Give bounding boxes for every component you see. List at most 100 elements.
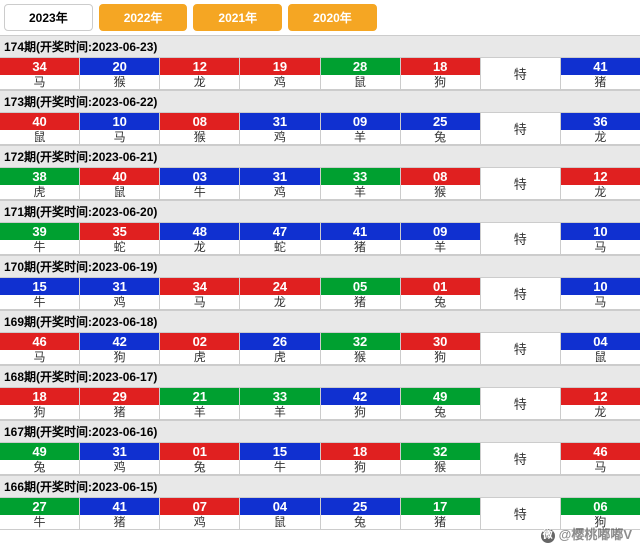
ball-number: 02 (160, 333, 239, 350)
ball-zodiac: 兔 (0, 460, 79, 474)
ball-cell: 35蛇 (80, 223, 160, 254)
ball-cell: 09羊 (321, 113, 401, 144)
period-block: 169期(开奖时间:2023-06-18)46马42狗02虎26虎32猴30狗特… (0, 310, 640, 365)
ball-cell: 01兔 (401, 278, 481, 309)
ball-zodiac: 猴 (401, 185, 480, 199)
ball-number: 12 (160, 58, 239, 75)
ball-number: 26 (240, 333, 319, 350)
ball-number: 49 (0, 443, 79, 460)
period-block: 167期(开奖时间:2023-06-16)49兔31鸡01兔15牛18狗32猴特… (0, 420, 640, 475)
year-tabs: 2023年2022年2021年2020年 (0, 0, 640, 35)
ball-number: 31 (80, 443, 159, 460)
period-header: 168期(开奖时间:2023-06-17) (0, 366, 640, 388)
special-label-cell: 特 (481, 388, 561, 419)
ball-number: 15 (0, 278, 79, 295)
special-number: 12 (561, 388, 640, 405)
ball-number: 33 (240, 388, 319, 405)
ball-zodiac: 猪 (321, 240, 400, 254)
special-ball-cell: 04鼠 (561, 333, 640, 364)
ball-zodiac: 鸡 (80, 460, 159, 474)
ball-zodiac: 鼠 (240, 515, 319, 529)
year-tab-2[interactable]: 2021年 (193, 4, 282, 31)
number-row: 46马42狗02虎26虎32猴30狗特04鼠 (0, 333, 640, 365)
ball-zodiac: 马 (160, 295, 239, 309)
results-table: 174期(开奖时间:2023-06-23)34马20猴12龙19鸡28鼠18狗特… (0, 35, 640, 530)
ball-number: 21 (160, 388, 239, 405)
year-tab-3[interactable]: 2020年 (288, 4, 377, 31)
special-label-cell: 特 (481, 223, 561, 254)
ball-number: 18 (321, 443, 400, 460)
ball-cell: 49兔 (401, 388, 481, 419)
ball-cell: 17猪 (401, 498, 481, 529)
ball-number: 28 (321, 58, 400, 75)
ball-number: 20 (80, 58, 159, 75)
ball-zodiac: 鸡 (160, 515, 239, 529)
ball-zodiac: 鼠 (0, 130, 79, 144)
ball-number: 09 (321, 113, 400, 130)
ball-cell: 12龙 (160, 58, 240, 89)
ball-number: 47 (240, 223, 319, 240)
ball-cell: 40鼠 (80, 168, 160, 199)
special-zodiac: 狗 (561, 515, 640, 529)
ball-zodiac: 虎 (160, 350, 239, 364)
period-header: 173期(开奖时间:2023-06-22) (0, 91, 640, 113)
ball-zodiac: 狗 (321, 460, 400, 474)
ball-zodiac: 兔 (160, 460, 239, 474)
ball-number: 34 (0, 58, 79, 75)
ball-cell: 20猴 (80, 58, 160, 89)
ball-number: 09 (401, 223, 480, 240)
ball-number: 25 (401, 113, 480, 130)
special-label-cell: 特 (481, 58, 561, 89)
period-header: 171期(开奖时间:2023-06-20) (0, 201, 640, 223)
special-zodiac: 猪 (561, 75, 640, 89)
ball-cell: 40鼠 (0, 113, 80, 144)
ball-zodiac: 兔 (321, 515, 400, 529)
ball-cell: 28鼠 (321, 58, 401, 89)
ball-cell: 29猪 (80, 388, 160, 419)
ball-zodiac: 马 (80, 130, 159, 144)
special-zodiac: 鼠 (561, 350, 640, 364)
ball-cell: 26虎 (240, 333, 320, 364)
ball-zodiac: 鼠 (80, 185, 159, 199)
ball-zodiac: 鼠 (321, 75, 400, 89)
ball-cell: 21羊 (160, 388, 240, 419)
ball-zodiac: 兔 (401, 405, 480, 419)
special-zodiac: 马 (561, 240, 640, 254)
ball-cell: 19鸡 (240, 58, 320, 89)
ball-zodiac: 羊 (160, 405, 239, 419)
period-header: 166期(开奖时间:2023-06-15) (0, 476, 640, 498)
special-number: 10 (561, 223, 640, 240)
ball-number: 31 (240, 113, 319, 130)
ball-zodiac: 羊 (240, 405, 319, 419)
ball-number: 08 (160, 113, 239, 130)
ball-zodiac: 狗 (401, 75, 480, 89)
ball-zodiac: 龙 (160, 240, 239, 254)
ball-zodiac: 猪 (401, 515, 480, 529)
ball-number: 15 (240, 443, 319, 460)
ball-zodiac: 虎 (0, 185, 79, 199)
special-zodiac: 龙 (561, 405, 640, 419)
year-tab-1[interactable]: 2022年 (99, 4, 188, 31)
ball-number: 30 (401, 333, 480, 350)
special-ball-cell: 06狗 (561, 498, 640, 529)
ball-cell: 10马 (80, 113, 160, 144)
ball-cell: 47蛇 (240, 223, 320, 254)
ball-cell: 15牛 (240, 443, 320, 474)
ball-zodiac: 狗 (80, 350, 159, 364)
special-ball-cell: 36龙 (561, 113, 640, 144)
ball-cell: 41猪 (321, 223, 401, 254)
number-row: 18狗29猪21羊33羊42狗49兔特12龙 (0, 388, 640, 420)
ball-number: 03 (160, 168, 239, 185)
ball-number: 07 (160, 498, 239, 515)
number-row: 39牛35蛇48龙47蛇41猪09羊特10马 (0, 223, 640, 255)
period-block: 170期(开奖时间:2023-06-19)15牛31鸡34马24龙05猪01兔特… (0, 255, 640, 310)
period-block: 166期(开奖时间:2023-06-15)27牛41猪07鸡04鼠25兔17猪特… (0, 475, 640, 530)
ball-zodiac: 猴 (160, 130, 239, 144)
number-row: 34马20猴12龙19鸡28鼠18狗特41猪 (0, 58, 640, 90)
ball-cell: 34马 (0, 58, 80, 89)
period-block: 173期(开奖时间:2023-06-22)40鼠10马08猴31鸡09羊25兔特… (0, 90, 640, 145)
special-label-cell: 特 (481, 113, 561, 144)
special-ball-cell: 46马 (561, 443, 640, 474)
ball-cell: 09羊 (401, 223, 481, 254)
year-tab-0[interactable]: 2023年 (4, 4, 93, 31)
